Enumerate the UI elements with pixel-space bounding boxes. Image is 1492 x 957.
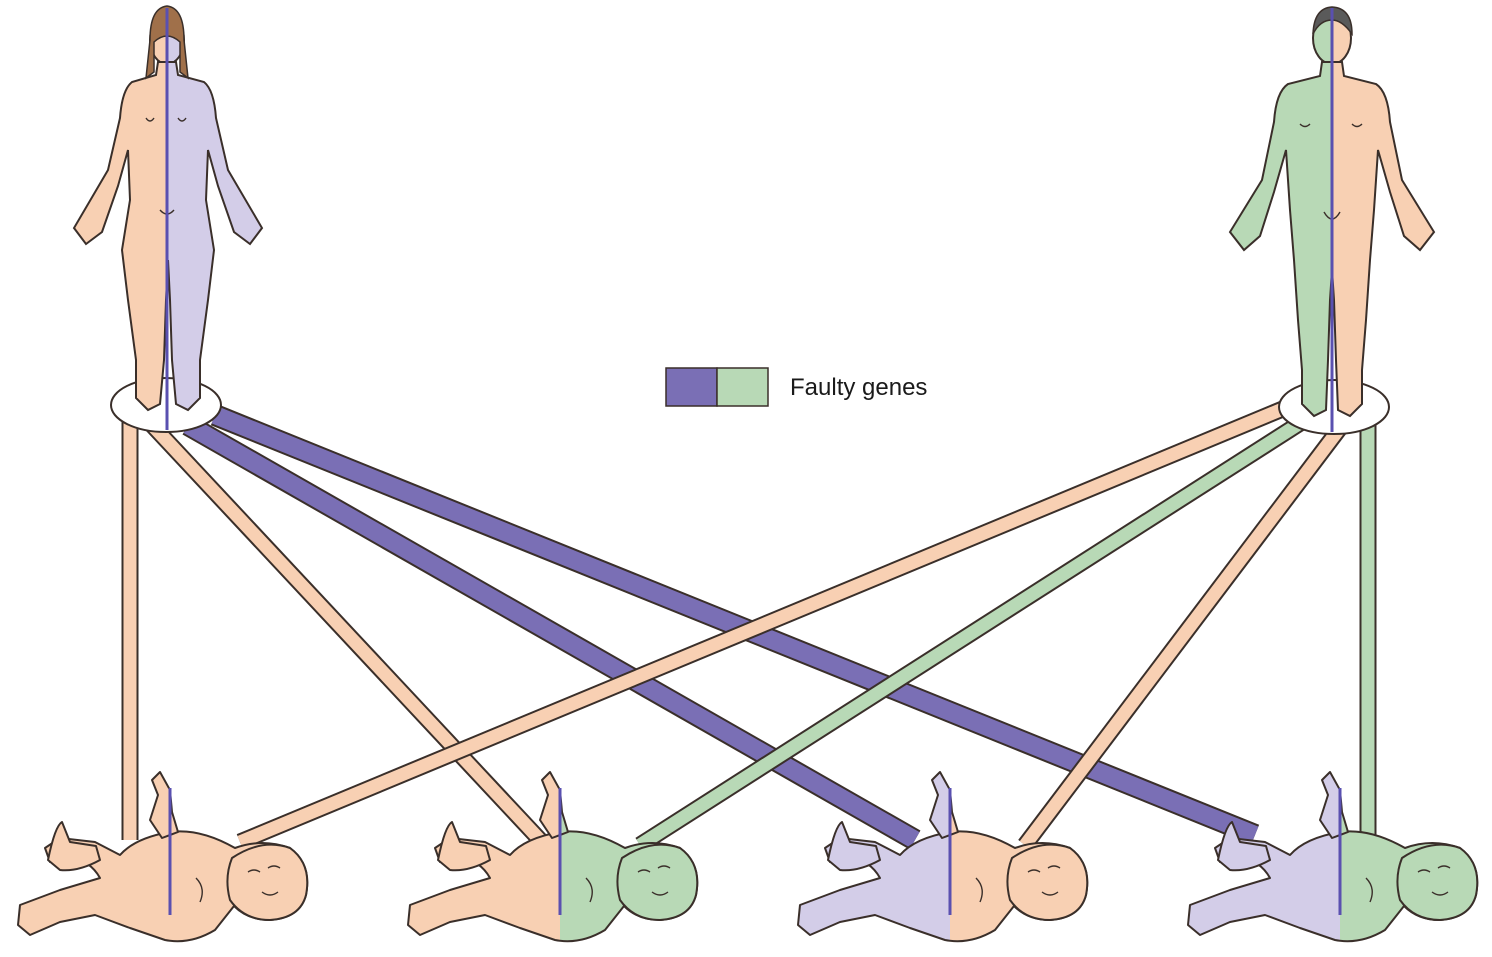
children-row (17, 771, 1479, 943)
baby-right-half (560, 787, 699, 943)
child-1 (17, 771, 309, 943)
baby-left-half (407, 771, 560, 942)
baby-right-half (1340, 787, 1479, 943)
baby-left-half (1187, 771, 1340, 942)
baby-right-half (170, 787, 309, 943)
father-figure (1228, 6, 1436, 435)
baby-face-details (1365, 865, 1451, 903)
mother-figure (72, 5, 264, 433)
father-hair (1312, 6, 1353, 37)
legend-swatch-father (716, 367, 769, 407)
baby-face-details (585, 865, 671, 903)
baby-face-details (195, 865, 281, 903)
child-4 (1187, 771, 1479, 943)
baby-left-half (17, 771, 170, 942)
baby-right-half (950, 787, 1089, 943)
child-3 (797, 771, 1089, 943)
baby-face-details (975, 865, 1061, 903)
legend-swatch-mother (665, 367, 718, 407)
father-base (1278, 379, 1390, 435)
mother-hair (145, 5, 189, 80)
legend: Faulty genes (665, 367, 927, 407)
child-2 (407, 771, 699, 943)
legend-label: Faulty genes (790, 374, 927, 401)
inheritance-bands (121, 400, 1377, 853)
baby-left-half (797, 771, 950, 942)
